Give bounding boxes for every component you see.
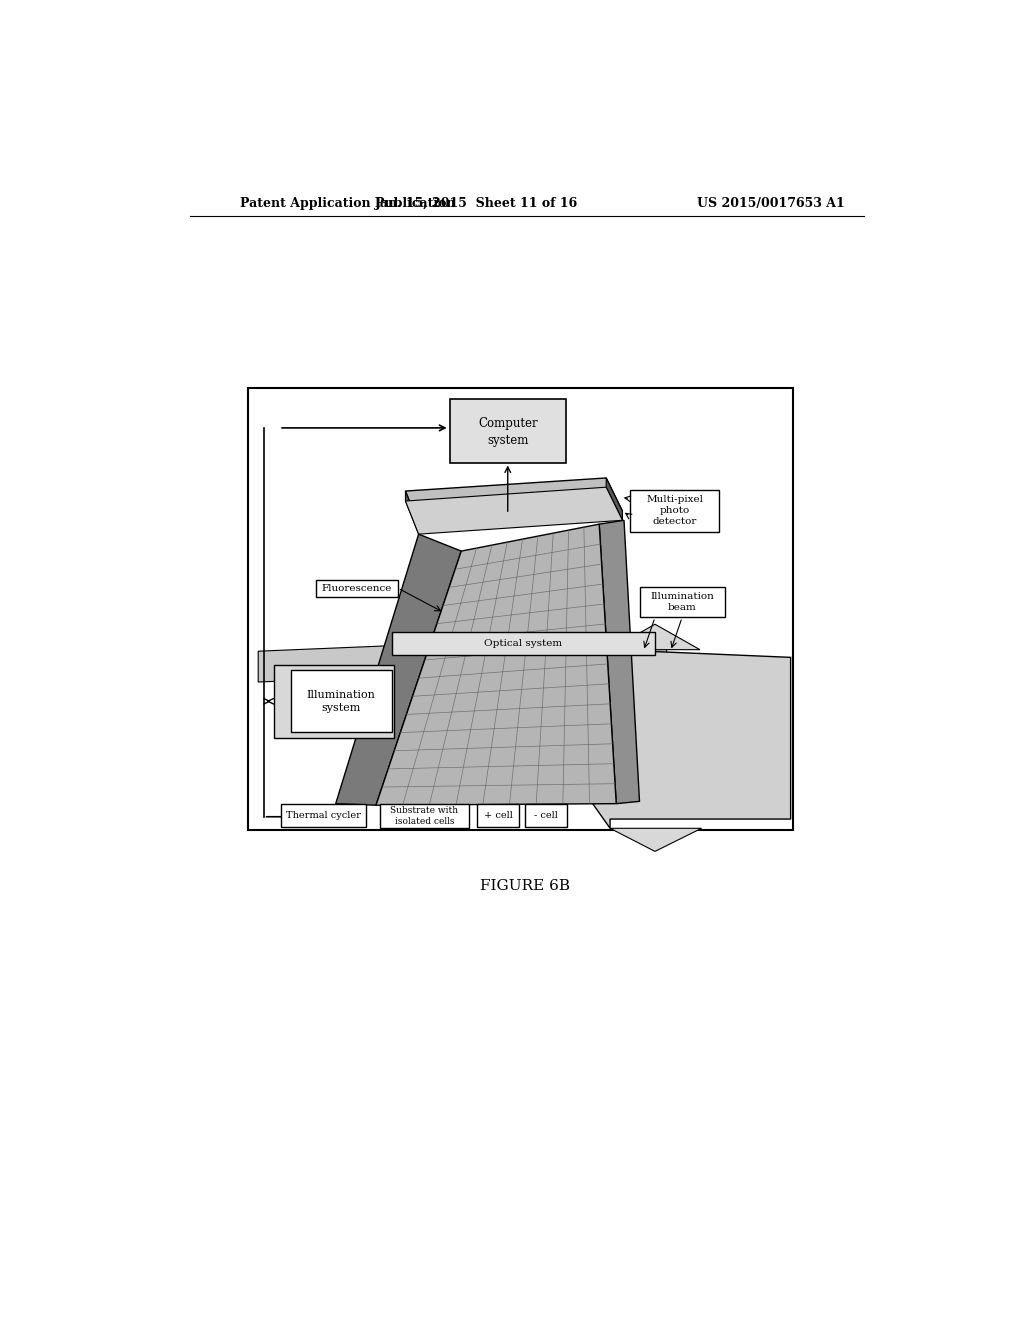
Bar [291, 671, 391, 733]
Polygon shape [599, 520, 640, 804]
Polygon shape [610, 624, 700, 649]
Bar [316, 579, 397, 597]
Text: Thermal cycler: Thermal cycler [286, 810, 360, 820]
Text: Illumination
system: Illumination system [306, 689, 376, 713]
Text: US 2015/0017653 A1: US 2015/0017653 A1 [697, 197, 845, 210]
Bar [640, 586, 725, 618]
Text: Substrate with
isolated cells: Substrate with isolated cells [390, 807, 459, 826]
Polygon shape [406, 478, 623, 524]
Polygon shape [376, 524, 616, 805]
Bar [273, 665, 394, 738]
Text: Jan. 15, 2015  Sheet 11 of 16: Jan. 15, 2015 Sheet 11 of 16 [375, 197, 579, 210]
Polygon shape [406, 491, 419, 535]
Bar [450, 399, 566, 462]
Polygon shape [610, 829, 701, 851]
Text: - cell: - cell [535, 810, 558, 820]
Polygon shape [258, 635, 667, 682]
Text: Patent Application Publication: Patent Application Publication [241, 197, 456, 210]
Polygon shape [606, 478, 623, 520]
Text: + cell: + cell [483, 810, 512, 820]
Polygon shape [336, 535, 461, 805]
Polygon shape [550, 649, 791, 829]
Text: Computer
system: Computer system [478, 417, 538, 447]
Text: FIGURE 6B: FIGURE 6B [480, 879, 569, 894]
Bar [380, 804, 469, 829]
Text: Illumination
beam: Illumination beam [650, 591, 714, 612]
Text: Optical system: Optical system [484, 639, 562, 648]
Bar [477, 804, 519, 826]
Text: Multi-pixel
photo
detector: Multi-pixel photo detector [646, 495, 703, 527]
Bar [281, 804, 366, 826]
Bar [391, 632, 655, 655]
Bar [248, 388, 793, 830]
Text: Fluorescence: Fluorescence [322, 583, 392, 593]
Bar [524, 804, 567, 826]
Polygon shape [406, 487, 623, 535]
Bar [630, 490, 719, 532]
